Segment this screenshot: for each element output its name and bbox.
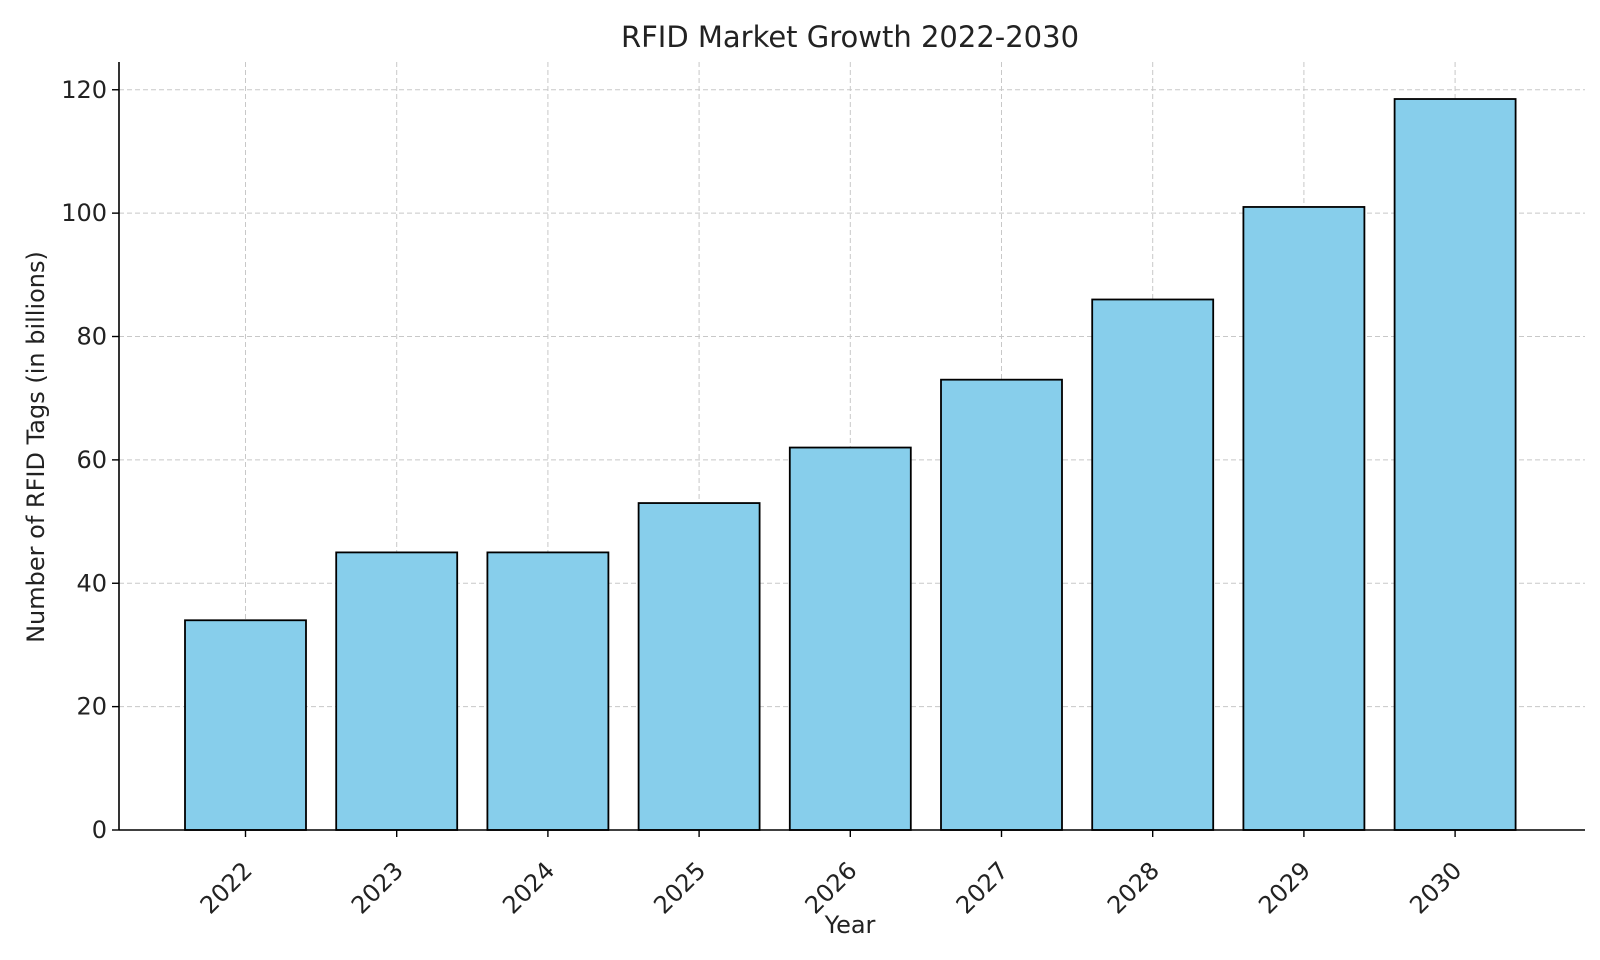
bar-2029	[1242, 206, 1366, 831]
bar-2026	[788, 446, 912, 831]
x-tick-label: 2027	[951, 856, 1014, 919]
x-tick-label: 2026	[800, 856, 863, 919]
x-tick-label: 2028	[1102, 856, 1165, 919]
y-tick-label: 20	[76, 693, 107, 721]
y-tick-label: 80	[76, 323, 107, 351]
bars	[184, 98, 1517, 831]
y-axis-title: Number of RFID Tags (in billions)	[22, 251, 50, 643]
x-axis-title: Year	[824, 911, 876, 939]
y-tick-label: 60	[76, 446, 107, 474]
x-tick-label: 2022	[195, 856, 258, 919]
x-tick-label: 2023	[346, 856, 409, 919]
bar-2025	[637, 502, 761, 831]
y-tick-label: 40	[76, 569, 107, 597]
bar-2030	[1393, 98, 1517, 831]
x-tick-label: 2029	[1253, 856, 1316, 919]
y-tick-label: 100	[61, 199, 107, 227]
bar-2027	[940, 378, 1063, 831]
y-tick-label: 120	[61, 76, 107, 104]
bar-2028	[1091, 298, 1215, 831]
y-tick-label: 0	[92, 816, 107, 844]
bar-2024	[486, 551, 610, 831]
bar-2022	[184, 619, 307, 831]
x-tick-label: 2024	[497, 856, 560, 919]
chart-title: RFID Market Growth 2022-2030	[621, 20, 1079, 54]
x-tick-label: 2030	[1404, 856, 1467, 919]
x-tick-label: 2025	[648, 856, 711, 919]
bar-2023	[335, 551, 459, 831]
